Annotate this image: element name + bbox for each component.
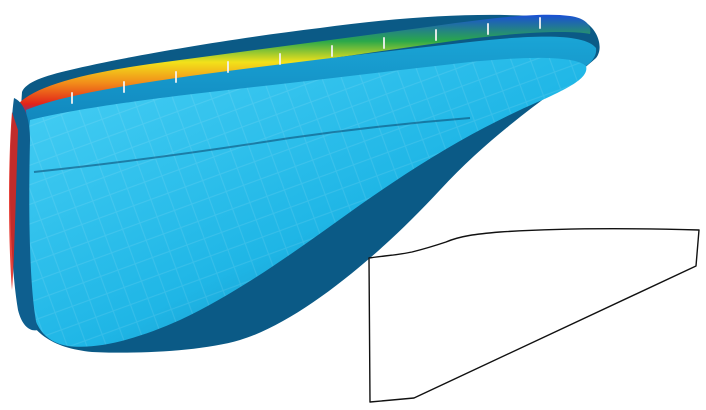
template-shape — [368, 227, 700, 403]
bag-left-stripe — [9, 112, 18, 290]
rainbow-webbing — [18, 14, 591, 120]
bag-seam-line — [33, 117, 471, 173]
outline-template — [368, 227, 700, 403]
webbing-stitches — [71, 17, 541, 104]
bag-illustration — [9, 14, 600, 353]
bag-ripstop-texture — [26, 57, 587, 347]
